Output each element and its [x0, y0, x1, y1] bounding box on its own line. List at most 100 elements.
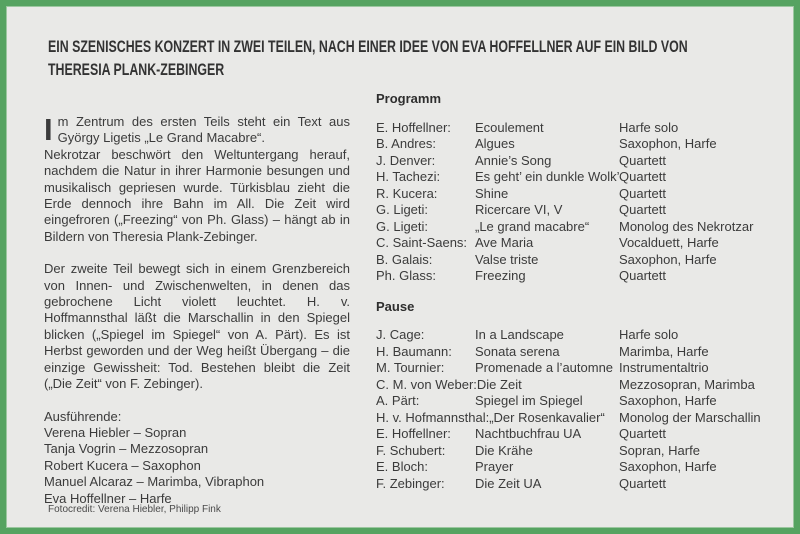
program-row: Ph. Glass: Freezing Quartett [376, 268, 756, 285]
performer-item: Tanja Vogrin – Mezzosopran [44, 441, 209, 457]
composer-name: A. Pärt: [376, 393, 420, 408]
work-title: Ricercare VI, V [475, 202, 563, 217]
work-title: Shine [475, 185, 509, 201]
performers-instrumentation: Quartett [619, 268, 666, 283]
program-row: F. Schubert: Die Krähe Sopran, Harfe [376, 443, 756, 460]
paragraph-lead-text: m Zentrum des ersten Teils steht ein Tex… [57, 114, 350, 146]
program-row: H. Tachezi: Es geht’ ein dunkle Wolk’ Qua… [376, 169, 756, 186]
performers-list: Verena Hiebler – Sopran Tanja Vogrin – M… [44, 425, 350, 507]
program-row: C. Saint-Saens: Ave Maria Vocalduett, Har… [376, 235, 756, 252]
composer-name: H. Tachezi: [376, 169, 441, 184]
composer-name: F. Zebinger: [376, 475, 445, 491]
program-row: C. M. von Weber:Die Zeit Mezzosopran, Ma… [376, 377, 756, 394]
work-title: Sonata serena [475, 343, 560, 359]
program-row: J. Cage: In a Landscape Harfe solo [376, 327, 756, 344]
composer-name: F. Schubert: [376, 442, 446, 458]
performers-instrumentation: Monolog der Marschallin [619, 409, 761, 425]
performers-instrumentation: Quartett [619, 426, 666, 441]
work-title: Promenade a l’automne [475, 360, 614, 375]
work-title: Die Krähe [475, 442, 533, 458]
program-row: H. Baumann: Sonata serena Marimba, Harfe [376, 344, 756, 361]
program-heading: Programm [376, 91, 442, 106]
program-row: E. Hoffellner: Ecoulement Harfe solo [376, 120, 756, 137]
composer-name: E. Bloch: [376, 459, 429, 474]
photo-credit: Fotocredit: Verena Hiebler, Philipp Fink [48, 504, 221, 515]
work-title: In a Landscape [475, 327, 564, 342]
performers-instrumentation: Quartett [619, 152, 666, 168]
work-title: Algues [475, 136, 515, 151]
composer-name: H. Baumann: [376, 343, 452, 359]
program-row: G. Ligeti: Ricercare VI, V Quartett [376, 202, 756, 219]
composer-name: C. Saint-Saens: [376, 235, 468, 250]
paragraph-body-text: Nekrotzar beschwört den Weltuntergang he… [44, 146, 350, 244]
work-title: Die Zeit [476, 376, 522, 392]
performers-instrumentation: Saxophon, Harfe [619, 136, 717, 151]
pause-program-rows: J. Cage: In a Landscape Harfe solo H. Bau… [376, 327, 761, 493]
performers-instrumentation: Vocalduett, Harfe [619, 235, 719, 250]
composer-name: G. Ligeti: [376, 202, 429, 217]
performers-instrumentation: Monolog des Nekrotzar [619, 218, 754, 234]
performers-instrumentation: Quartett [619, 475, 666, 491]
program-row: F. Zebinger: Die Zeit UA Quartett [376, 476, 756, 493]
pause-heading: Pause [376, 298, 415, 314]
program-row: R. Kucera: Shine Quartett [376, 186, 756, 203]
performer-item: Verena Hiebler – Sopran [44, 424, 187, 440]
work-title: Ave Maria [475, 235, 534, 250]
composer-name: B. Andres: [376, 136, 436, 151]
program-row: H. v. Hofmannsthal:„Der Rosenkavalier“ M… [376, 409, 761, 427]
performers-heading: Ausführende: [44, 408, 122, 424]
dropcap-initial: I [44, 112, 53, 147]
performer-item: Robert Kucera – Saxophon [44, 457, 201, 473]
composer-name: J. Cage: [376, 327, 425, 342]
program-column: Programm E. Hoffellner: Ecoulement Harfe … [376, 91, 761, 507]
work-title: „Le grand macabre“ [475, 218, 590, 234]
performers-instrumentation: Harfe solo [619, 327, 679, 342]
work-title: Spiegel im Spiegel [475, 393, 583, 408]
performers-instrumentation: Quartett [619, 169, 666, 184]
composer-name: E. Hoffellner: [376, 119, 451, 135]
performers-instrumentation: Quartett [619, 185, 666, 201]
work-title: Ecoulement [475, 119, 544, 135]
performer-item: Manuel Alcaraz – Marimba, Vibraphon [44, 474, 265, 490]
composer-name: Ph. Glass: [376, 268, 436, 283]
performers-instrumentation: Harfe solo [619, 119, 679, 135]
performers-instrumentation: Saxophon, Harfe [619, 251, 717, 267]
performers-instrumentation: Mezzosopran, Marimba [619, 376, 755, 392]
program-row: M. Tournier: Promenade a l’automne Instru… [376, 360, 756, 377]
performers-instrumentation: Saxophon, Harfe [619, 393, 717, 408]
work-title: Es geht’ ein dunkle Wolk’ [475, 169, 620, 184]
composer-name: G. Ligeti: [376, 218, 429, 234]
program-rows: E. Hoffellner: Ecoulement Harfe solo B. A… [376, 120, 756, 285]
program-row: B. Andres: Algues Saxophon, Harfe [376, 136, 756, 153]
composer-name: E. Hoffellner: [376, 426, 451, 441]
composer-name: M. Tournier: [376, 360, 445, 375]
performers-instrumentation: Instrumentaltrio [619, 360, 709, 375]
performers-instrumentation: Marimba, Harfe [619, 343, 709, 359]
work-title: Die Zeit UA [475, 475, 542, 491]
paragraph-second-part: Der zweite Teil bewegt sich in einem Gre… [44, 261, 350, 392]
work-title: „Der Rosenkavalier“ [489, 409, 605, 425]
performers-instrumentation: Quartett [619, 202, 666, 217]
program-row: E. Hoffellner: Nachtbuchfrau UA Quartett [376, 426, 756, 443]
composer-name: C. M. von Weber: [376, 376, 477, 392]
work-title: Nachtbuchfrau UA [475, 426, 582, 441]
program-row: A. Pärt: Spiegel im Spiegel Saxophon, Har… [376, 393, 756, 410]
composer-name: J. Denver: [376, 152, 436, 168]
program-row: E. Bloch: Prayer Saxophon, Harfe [376, 459, 756, 476]
performer-item: Eva Hoffellner – Harfe [44, 490, 172, 506]
work-title: Prayer [475, 459, 514, 474]
page-title: EIN SZENISCHES KONZERT IN ZWEI TEILEN, N… [48, 38, 688, 79]
composer-name: R. Kucera: [376, 185, 438, 201]
composer-name: B. Galais: [376, 251, 433, 267]
program-row: B. Galais: Valse triste Saxophon, Harfe [376, 252, 756, 269]
composer-name: H. v. Hofmannsthal: [376, 409, 490, 425]
program-row: G. Ligeti: „Le grand macabre“ Monolog des… [376, 219, 756, 236]
program-row: J. Denver: Annie’s Song Quartett [376, 153, 756, 170]
performers-instrumentation: Sopran, Harfe [619, 442, 700, 458]
work-title: Annie’s Song [475, 152, 552, 168]
performers-instrumentation: Saxophon, Harfe [619, 459, 717, 474]
